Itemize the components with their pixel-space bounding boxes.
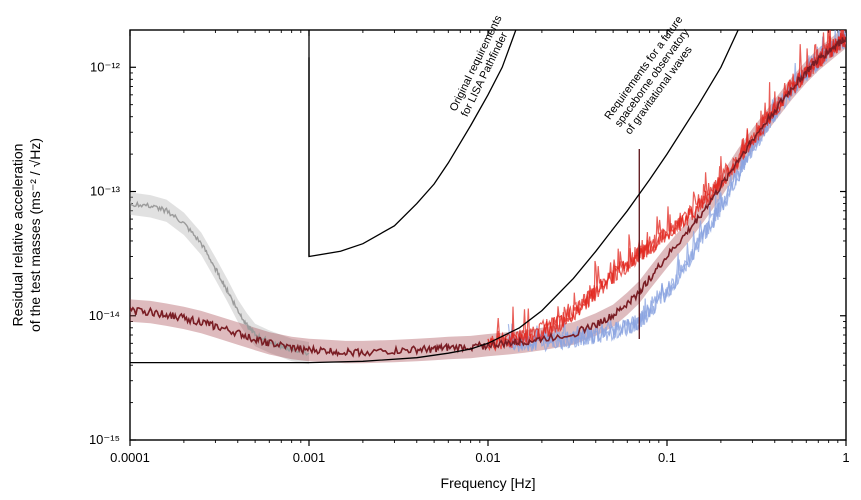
svg-text:Original requirementsfor LISA: Original requirementsfor LISA Pathfinder	[448, 13, 516, 119]
plot-frame	[130, 30, 846, 440]
noise-spectrum-chart: 0.0001 0.001 0.01 0.1 1 10⁻¹⁵ 10⁻¹⁴ 10⁻¹³ 10⁻¹² F…	[0, 0, 861, 500]
y-tick-label: 10⁻¹²	[90, 59, 121, 74]
y-tick-label: 10⁻¹⁵	[89, 432, 120, 447]
x-tick-label: 0.1	[658, 450, 676, 465]
x-tick-label: 0.01	[475, 450, 500, 465]
y-tick-label: 10⁻¹³	[90, 184, 121, 199]
x-tick-label: 0.001	[293, 450, 326, 465]
y-tick-label: 10⁻¹⁴	[89, 308, 120, 323]
x-tick-label: 1	[842, 450, 849, 465]
x-axis-label: Frequency [Hz]	[441, 475, 536, 491]
annotation-req-lisa-pf: Original requirementsfor LISA Pathfinder	[448, 13, 516, 119]
y-axis-label: Residual relative accelerationof the tes…	[9, 138, 43, 332]
x-tick-label: 0.0001	[110, 450, 150, 465]
